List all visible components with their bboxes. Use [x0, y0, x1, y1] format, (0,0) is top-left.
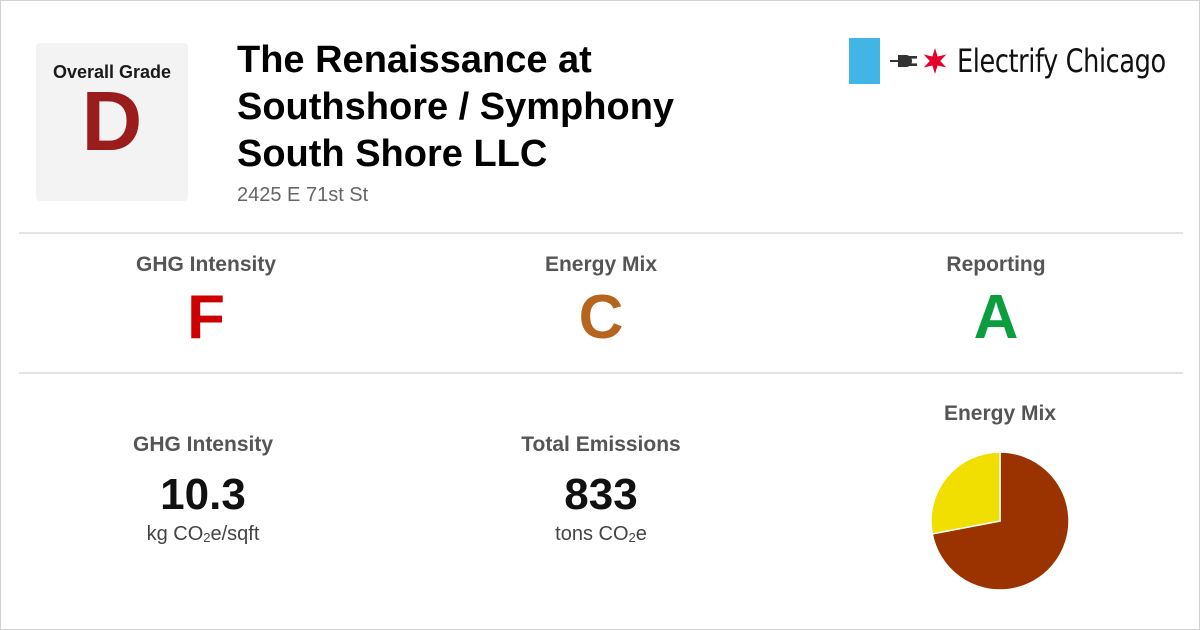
- energy-mix-pie-chart: [930, 451, 1070, 591]
- plug-icon: [890, 55, 917, 67]
- subgrade-letter: F: [187, 283, 225, 352]
- electrify-chicago-logo: Electrify Chicago: [849, 38, 1199, 84]
- stat-value: 833: [564, 470, 638, 519]
- overall-grade-letter: D: [81, 74, 143, 168]
- subgrade-label: GHG Intensity: [135, 253, 277, 276]
- star-icon: [923, 48, 947, 74]
- subgrade-label: Energy Mix: [544, 253, 658, 276]
- building-address: 2425 E 71st St: [237, 184, 369, 206]
- divider: [19, 372, 1183, 374]
- stat-unit: tons CO2e: [555, 523, 647, 545]
- pie-slice-1: [930, 451, 1001, 535]
- subgrade-letter: C: [578, 283, 624, 352]
- subgrade-label: Reporting: [946, 253, 1046, 276]
- stat-label: Total Emissions: [521, 433, 681, 456]
- stat-value: 10.3: [160, 470, 246, 519]
- overall-grade-box: Overall Grade D: [36, 43, 188, 201]
- stat-ghg-intensity: GHG Intensity 10.3 kg CO2e/sqft: [53, 433, 353, 546]
- subgrade-energy-mix: Energy Mix C: [451, 253, 751, 349]
- flag-stripe-icon: [849, 38, 880, 84]
- subgrade-reporting: Reporting A: [846, 253, 1146, 349]
- building-title: The Renaissance at Southshore / Symphony…: [237, 39, 675, 175]
- logo-text: Electrify Chicago: [957, 42, 1166, 80]
- stat-label: GHG Intensity: [132, 433, 274, 456]
- subgrade-letter: A: [973, 283, 1019, 352]
- subgrade-ghg-intensity: GHG Intensity F: [56, 253, 356, 349]
- stat-total-emissions: Total Emissions 833 tons CO2e: [451, 433, 751, 546]
- overall-grade-label: Overall Grade: [52, 62, 172, 82]
- energy-mix-label: Energy Mix: [943, 402, 1057, 425]
- stat-unit: kg CO2e/sqft: [146, 523, 260, 545]
- divider: [19, 232, 1183, 234]
